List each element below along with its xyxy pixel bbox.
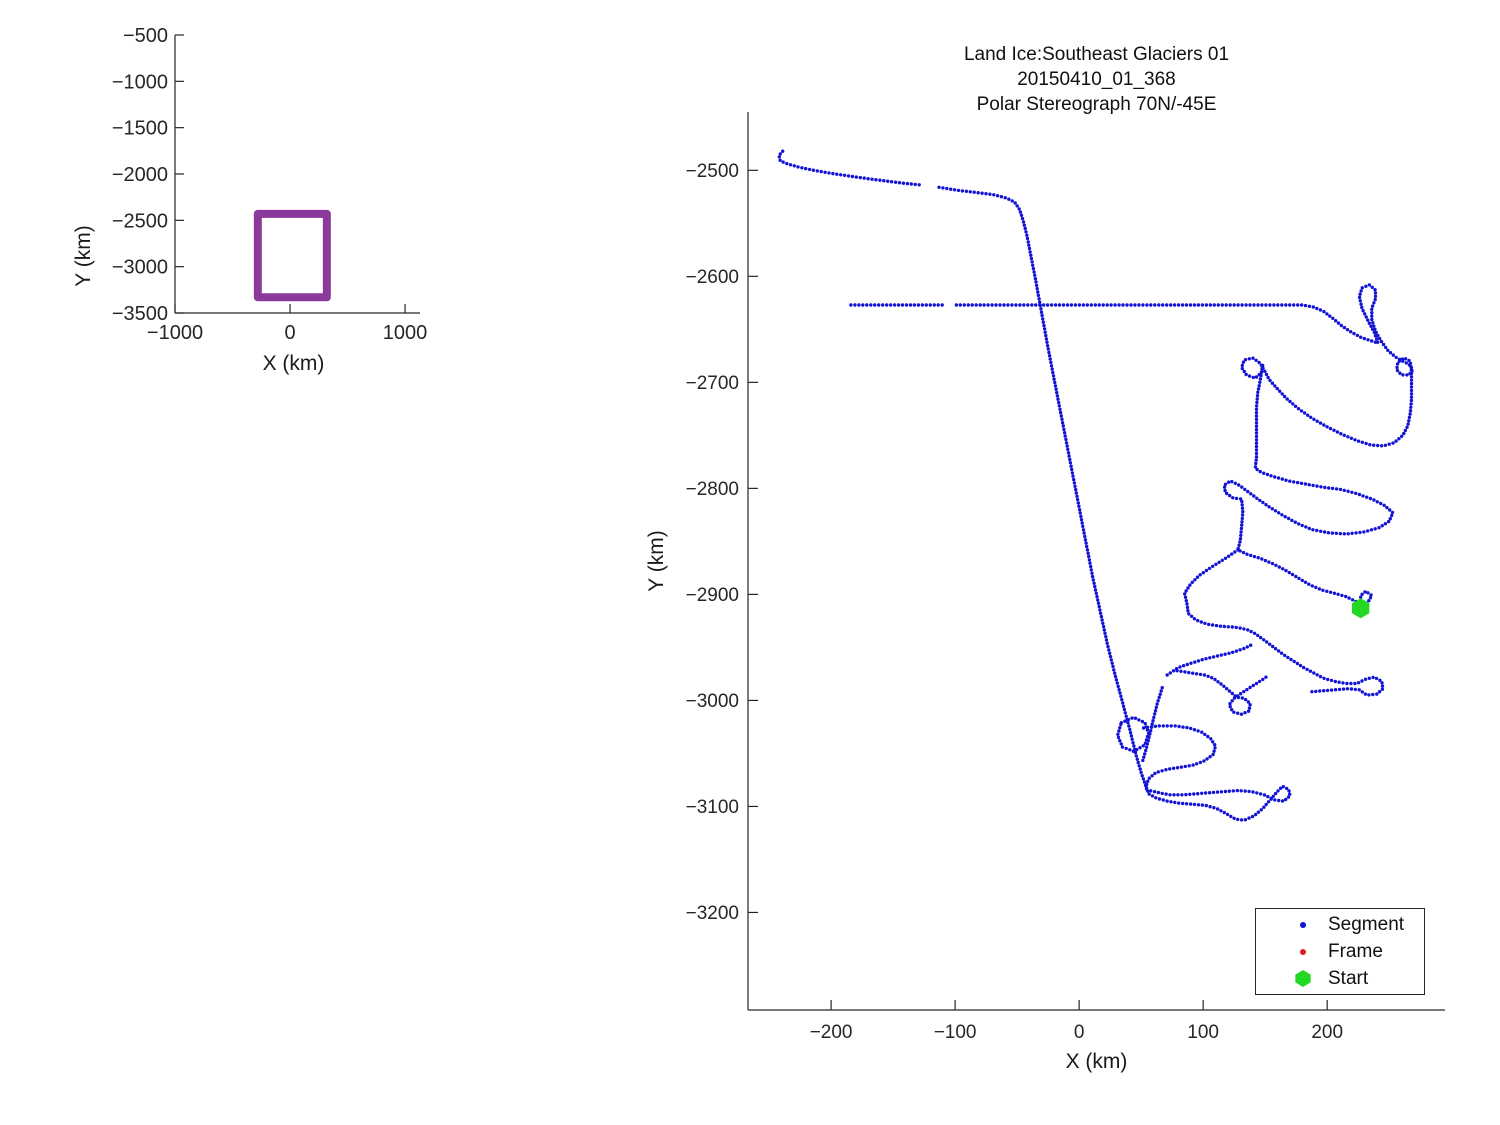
flight-track-canvas: −200 −100 0 100 200 −2500 −2600 −2700 −2800 −2900… bbox=[686, 112, 1445, 1043]
overview-y-axis-label: Y (km) bbox=[72, 225, 95, 287]
svg-text:−2500: −2500 bbox=[686, 161, 739, 182]
main-x-axis-label: X (km) bbox=[1065, 1050, 1128, 1073]
overview-plot: −1000 0 1000 −500 −1000 −1500 −2000 −2500 −3000 −… bbox=[40, 0, 500, 430]
svg-text:−3000: −3000 bbox=[112, 257, 168, 279]
overview-x-axis-label: X (km) bbox=[262, 352, 325, 375]
svg-text:−500: −500 bbox=[123, 25, 168, 47]
legend-label-segment: Segment bbox=[1328, 913, 1405, 935]
legend-label-start: Start bbox=[1328, 967, 1369, 989]
overview-plot-canvas: −1000 0 1000 −500 −1000 −1500 −2000 −2500 −3000 −… bbox=[112, 25, 428, 344]
flight-track-plot: Land Ice:Southeast Glaciers 01 20150410_… bbox=[640, 30, 1500, 1105]
frame-dot-icon bbox=[1300, 948, 1306, 955]
svg-text:−2700: −2700 bbox=[686, 373, 739, 394]
segment-dot-icon bbox=[1300, 921, 1306, 928]
plot-title-line3: Polar Stereograph 70N/-45E bbox=[976, 94, 1217, 115]
svg-text:−2900: −2900 bbox=[686, 585, 739, 606]
svg-text:−1000: −1000 bbox=[147, 322, 203, 344]
svg-text:100: 100 bbox=[1187, 1022, 1219, 1043]
frame-marker-cell bbox=[1290, 948, 1316, 955]
plot-title-line2: 20150410_01_368 bbox=[1017, 69, 1176, 90]
svg-text:0: 0 bbox=[284, 322, 295, 344]
legend-row-start: Start bbox=[1256, 965, 1424, 992]
svg-text:0: 0 bbox=[1074, 1022, 1085, 1043]
svg-text:−100: −100 bbox=[934, 1022, 977, 1043]
segment-marker-cell bbox=[1290, 921, 1316, 928]
main-y-axis-label: Y (km) bbox=[645, 530, 668, 592]
plot-title: Land Ice:Southeast Glaciers 01 20150410_… bbox=[748, 42, 1445, 117]
legend-label-frame: Frame bbox=[1328, 940, 1383, 962]
legend: Segment Frame Start bbox=[1255, 908, 1425, 995]
svg-text:−3200: −3200 bbox=[686, 903, 739, 924]
svg-text:−1000: −1000 bbox=[112, 71, 168, 93]
plot-title-line1: Land Ice:Southeast Glaciers 01 bbox=[963, 44, 1230, 65]
svg-text:−3100: −3100 bbox=[686, 797, 739, 818]
svg-text:−2800: −2800 bbox=[686, 479, 739, 500]
svg-text:−1500: −1500 bbox=[112, 118, 168, 140]
svg-text:−2000: −2000 bbox=[112, 164, 168, 186]
start-hexagon-icon bbox=[1295, 970, 1311, 987]
start-marker-cell bbox=[1290, 970, 1316, 987]
legend-row-segment: Segment bbox=[1256, 911, 1424, 938]
legend-row-frame: Frame bbox=[1256, 938, 1424, 965]
svg-text:−200: −200 bbox=[810, 1022, 853, 1043]
svg-text:200: 200 bbox=[1311, 1022, 1343, 1043]
svg-text:−2600: −2600 bbox=[686, 267, 739, 288]
svg-text:1000: 1000 bbox=[383, 322, 428, 344]
svg-text:−3500: −3500 bbox=[112, 303, 168, 325]
svg-text:−2500: −2500 bbox=[112, 210, 168, 232]
svg-text:−3000: −3000 bbox=[686, 691, 739, 712]
